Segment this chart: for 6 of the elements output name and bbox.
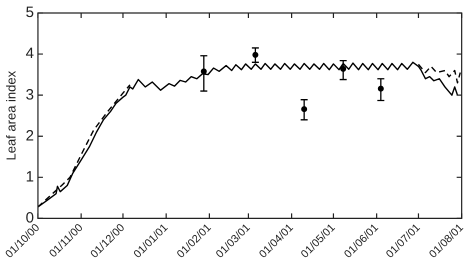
- y-axis-title: Leaf area index: [3, 70, 18, 161]
- y-tick-label: 5: [26, 4, 34, 22]
- y-tick-label: 1: [26, 168, 34, 186]
- y-tick-label: 2: [26, 127, 34, 144]
- y-tick-label: 3: [26, 86, 34, 104]
- y-tick-label: 4: [26, 45, 34, 62]
